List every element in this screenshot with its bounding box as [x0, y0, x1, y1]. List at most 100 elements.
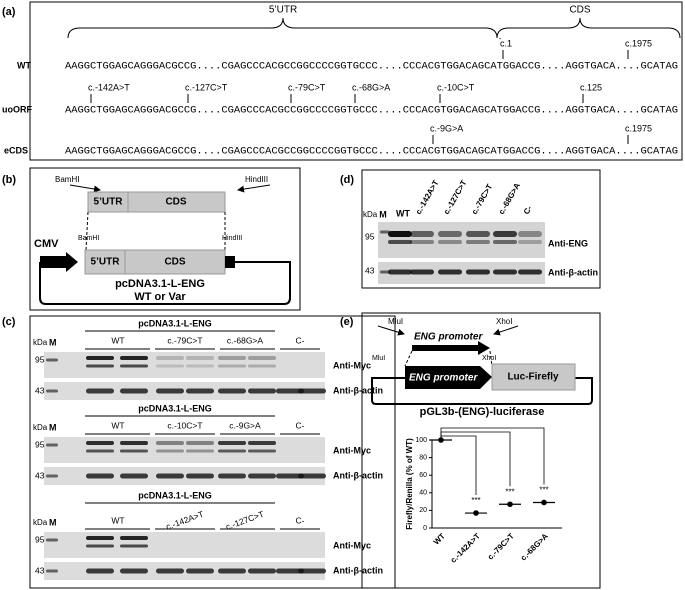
band: [120, 536, 148, 540]
site-label: BamHI: [55, 175, 79, 184]
comparison-bracket: [440, 427, 545, 485]
marker-label: M: [49, 337, 57, 347]
band: [186, 568, 214, 574]
band: [86, 364, 114, 368]
band: [156, 441, 184, 445]
band: [156, 388, 184, 394]
band: [518, 231, 542, 237]
row-name: eCDS: [4, 145, 28, 155]
band: [156, 473, 184, 479]
x-tick-label: c.-68G>A: [519, 531, 550, 562]
kda: kDa: [33, 518, 48, 527]
band: [218, 473, 246, 479]
band: [120, 356, 148, 360]
row-name: WT: [17, 60, 31, 70]
variant-label: c.125: [580, 82, 602, 92]
kda: kDa: [363, 210, 378, 219]
marker-label: M: [49, 422, 57, 432]
lane-label: c.-79C>T: [167, 335, 202, 345]
band: [120, 568, 148, 574]
marker-label: M: [49, 517, 57, 527]
band: [438, 231, 462, 237]
promoter-label: CMV: [34, 238, 59, 250]
reverse-primer: [237, 184, 271, 193]
band: [46, 569, 58, 573]
site-label: BamHI: [78, 235, 99, 242]
variant-label: c.-10C>T: [437, 82, 475, 92]
point: [541, 499, 547, 506]
x-tick-label: c.-142A>T: [449, 531, 482, 564]
band: [120, 449, 148, 453]
lane-label: c.-142A>T: [414, 179, 441, 217]
variant-label: c.1975: [625, 123, 652, 133]
blot-title: pcDNA3.1-L-ENG: [138, 403, 212, 413]
significance: ***: [505, 487, 514, 496]
variant-label: c.-79C>T: [288, 82, 326, 92]
lane-label: c.-127C>T: [442, 179, 469, 217]
promoter-arrow: [412, 341, 490, 355]
comparison-bracket: [440, 435, 477, 496]
variant-label: c.-9G>A: [430, 123, 463, 133]
insert-cds: [127, 191, 226, 213]
lane-label: C-: [522, 204, 534, 216]
band: [410, 240, 434, 244]
panel-label: (e): [340, 316, 354, 328]
site-label: HindIII: [245, 175, 268, 184]
band: [380, 270, 390, 274]
x-tick-label: c.-79C>T: [486, 531, 516, 561]
site-label: MluI: [388, 317, 403, 326]
band: [518, 269, 542, 275]
kda: kDa: [33, 338, 48, 347]
band: [186, 449, 214, 453]
band: [388, 269, 412, 275]
kda-size: 43: [35, 565, 45, 575]
panel-label: (d): [340, 174, 354, 186]
marker-label: M: [379, 209, 387, 219]
variant-label: c.1: [500, 38, 512, 48]
band: [276, 568, 304, 574]
band: [248, 473, 276, 479]
blot: [44, 562, 325, 580]
band: [218, 388, 246, 394]
band: [493, 231, 517, 237]
antibody: Anti-Myc: [333, 540, 371, 550]
antibody: Anti-Myc: [333, 360, 371, 370]
band: [186, 388, 214, 394]
plasmid-name: pcDNA3.1-L-ENG: [115, 278, 205, 290]
band: [248, 568, 276, 574]
band: [218, 356, 246, 360]
kda: kDa: [33, 423, 48, 432]
band: [86, 449, 114, 453]
band: [120, 473, 148, 479]
kda-size: 43: [365, 265, 375, 275]
lane-label: c.-68G>A: [497, 181, 522, 216]
lane-label: WT: [111, 420, 124, 430]
band: [248, 356, 276, 360]
site-label: XhoI: [496, 317, 512, 326]
antibody: Anti-β-actin: [333, 565, 383, 575]
y-tick-label: 80: [419, 454, 427, 461]
blot: [44, 352, 325, 378]
band: [156, 568, 184, 574]
vector-cds: [124, 249, 226, 275]
panel-label: (c): [2, 316, 16, 328]
plasmid-loop: [39, 261, 291, 305]
lane-label: c.-79C>T: [470, 182, 495, 216]
forward-primer: [69, 184, 101, 193]
band: [186, 441, 214, 445]
band: [218, 441, 246, 445]
polya: [225, 256, 235, 268]
row-name: uoORF: [2, 104, 32, 114]
insert-label: CDS: [164, 257, 185, 268]
band: [410, 269, 434, 275]
insert-label: 5’UTR: [91, 257, 121, 268]
band: [466, 269, 490, 275]
kda-size: 43: [35, 470, 45, 480]
plasmid-variant: WT or Var: [134, 291, 186, 303]
sequence: AAGGCTGGAGCAGGGACGCCG....CGAGCCCACGCCGGC…: [65, 147, 678, 158]
band: [186, 356, 214, 360]
x-tick-label: WT: [432, 531, 447, 546]
band: [388, 240, 412, 244]
dash: [85, 211, 89, 251]
band: [186, 473, 214, 479]
